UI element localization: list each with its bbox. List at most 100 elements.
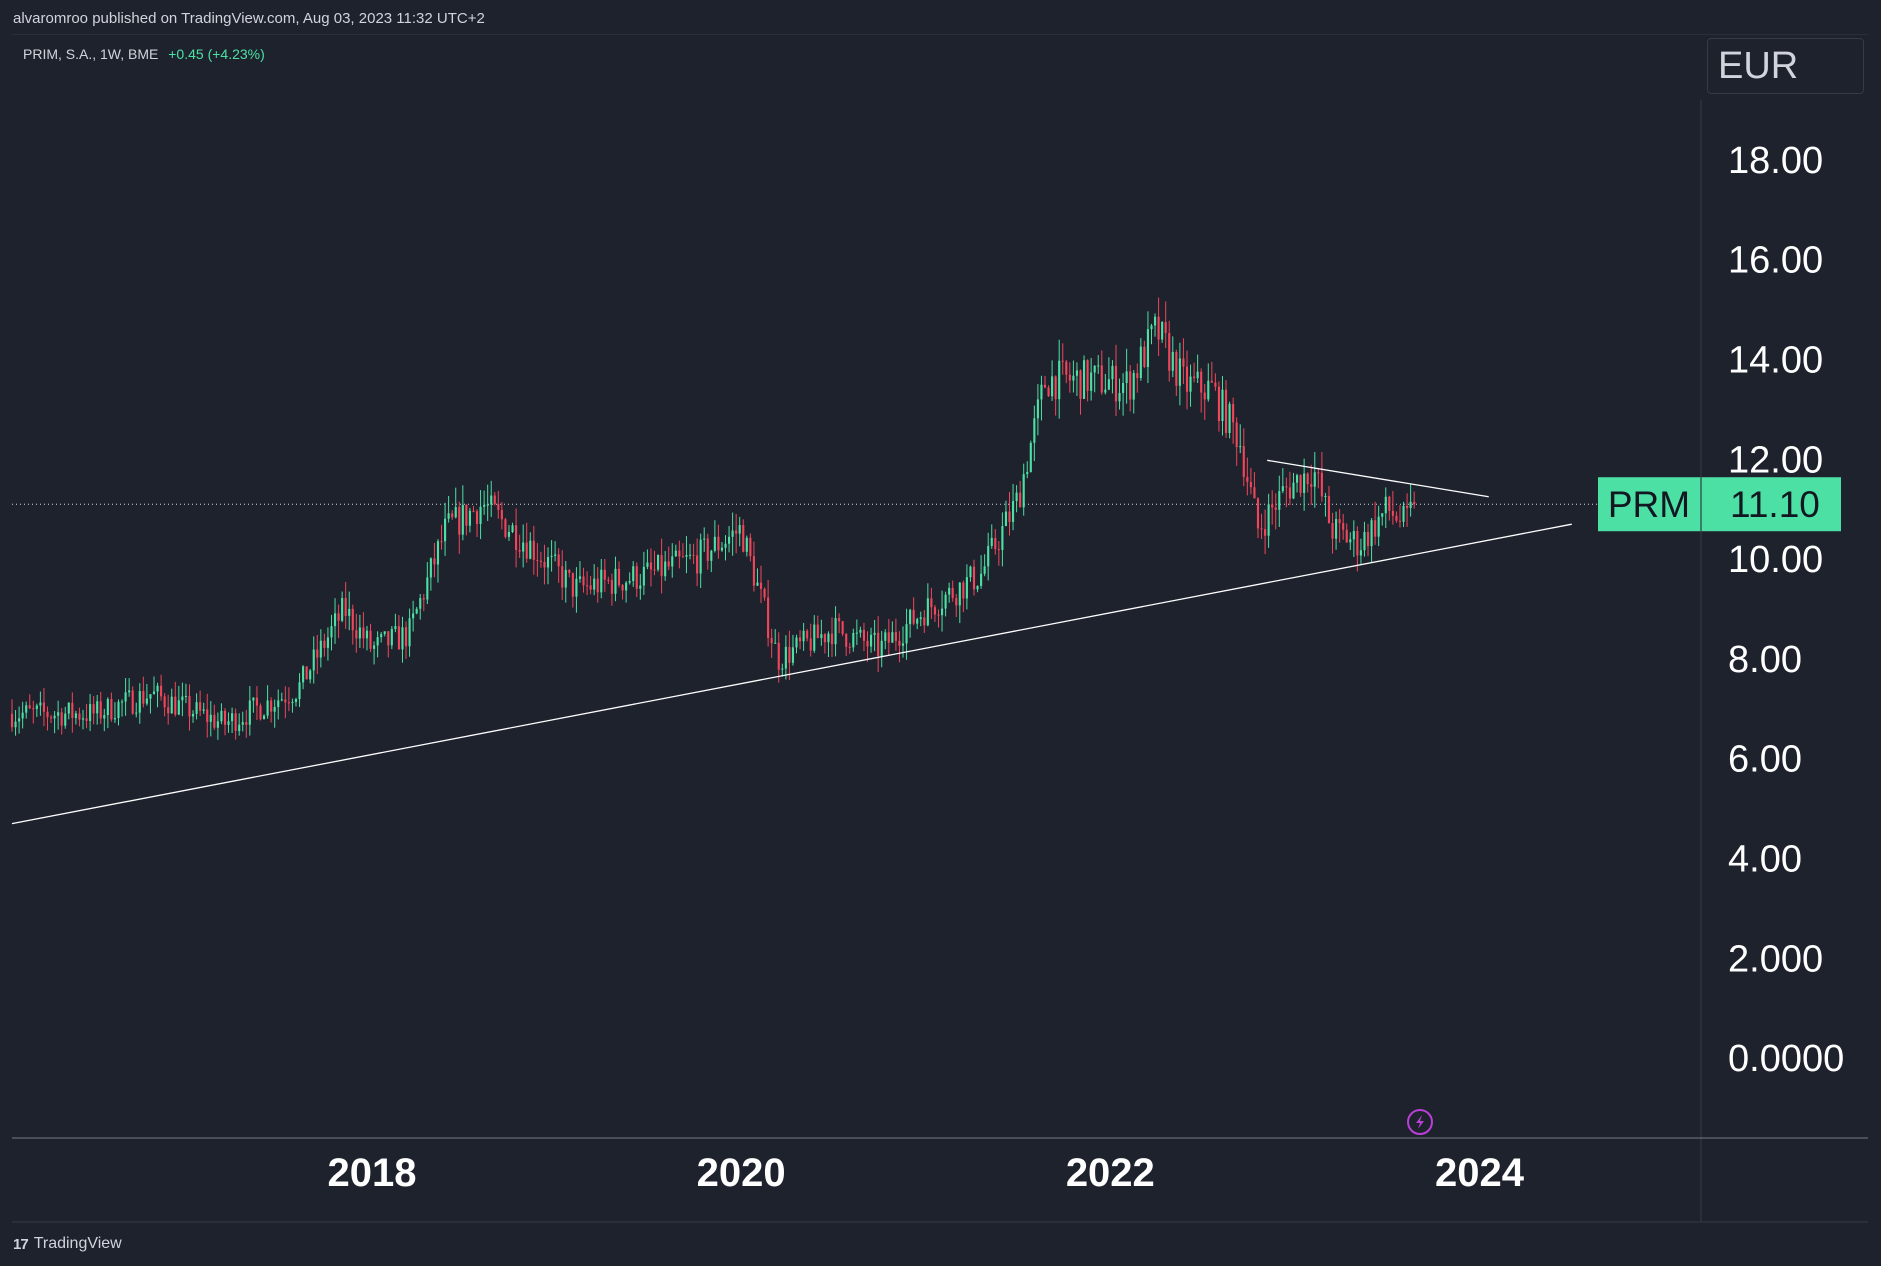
publisher-line: alvaromroo published on TradingView.com,… [13, 10, 485, 27]
candle-body [795, 637, 798, 648]
candle-body [1288, 487, 1291, 499]
candle-body [1015, 492, 1018, 502]
x-tick-label: 2020 [697, 1151, 786, 1195]
candle-body [1132, 373, 1135, 400]
candle-body [880, 640, 883, 657]
candle-body [461, 504, 464, 535]
candle-body [1004, 511, 1008, 527]
y-tick-label: 18.00 [1728, 140, 1823, 182]
candle-body [1239, 446, 1242, 448]
candle-body [493, 495, 496, 505]
candle-body [1359, 550, 1362, 556]
candle-body [1079, 370, 1082, 399]
lightning-icon[interactable] [1407, 1109, 1433, 1135]
candle-body [1253, 487, 1256, 499]
candle-body [483, 505, 486, 507]
symbol-info[interactable]: PRIM, S.A., 1W, BME [23, 46, 159, 62]
candle-body [394, 626, 397, 630]
candle-body [862, 629, 866, 641]
candle-body [71, 702, 74, 718]
candle-body [749, 537, 752, 557]
candle-body [525, 542, 528, 559]
candle-body [759, 582, 763, 589]
candle-body [1093, 365, 1096, 373]
candle-body [1413, 501, 1416, 505]
candle-body [625, 582, 628, 591]
candle-body [919, 617, 922, 620]
candle-body [571, 573, 574, 597]
candle-body [337, 613, 340, 621]
candle-body [1246, 476, 1249, 482]
candle-body [649, 562, 653, 570]
candle-body [781, 668, 784, 670]
candle-body [10, 713, 14, 728]
chart-frame [12, 34, 1868, 1223]
y-tick-label: 10.00 [1728, 539, 1823, 581]
candle-body [1011, 501, 1015, 522]
candle-body [767, 597, 770, 638]
candle-body [436, 541, 440, 565]
candle-body [67, 702, 70, 714]
trendline[interactable] [11, 523, 1572, 825]
symbol-legend[interactable]: PRIM, S.A., 1W, BME +0.45 (+4.23%) [23, 46, 265, 62]
candle-body [426, 577, 429, 600]
candle-body [1381, 513, 1384, 517]
candle-body [1129, 371, 1132, 400]
candle-body [657, 555, 660, 570]
candle-body [475, 511, 479, 524]
candle-body [976, 585, 979, 590]
candle-body [845, 633, 848, 647]
candle-body [806, 630, 809, 639]
candle-body [138, 691, 141, 713]
candle-body [113, 718, 117, 720]
candle-body [209, 714, 212, 722]
currency-label: EUR [1718, 45, 1799, 87]
candle-body [305, 666, 308, 680]
tradingview-logo[interactable]: 17 TradingView [13, 1235, 122, 1253]
trendline[interactable] [1267, 459, 1489, 498]
candle-body [1260, 528, 1263, 530]
candle-body [99, 701, 102, 719]
candle-body [323, 640, 326, 648]
candle-body [145, 698, 148, 704]
candle-body [358, 627, 361, 639]
tradingview-logo-icon: 17 [13, 1235, 29, 1253]
candle-body [550, 555, 553, 557]
candle-body [1104, 389, 1107, 393]
candle-body [39, 702, 42, 706]
candle-body [177, 700, 180, 715]
candle-body [823, 634, 826, 643]
candle-body [788, 646, 791, 663]
candle-body [497, 504, 500, 510]
candle-body [92, 704, 95, 714]
last-price-ticker: PRM [1608, 484, 1690, 525]
y-tick-label: 2.000 [1728, 938, 1823, 980]
candle-body [809, 638, 812, 651]
candle-body [184, 695, 188, 697]
candle-body [287, 702, 290, 704]
candle-body [326, 637, 329, 648]
candle-body [1150, 325, 1153, 330]
candle-body [1345, 529, 1348, 543]
y-tick-label: 0.0000 [1728, 1038, 1844, 1080]
candle-body [1118, 392, 1121, 402]
candle-body [21, 712, 24, 719]
brand-name: TradingView [33, 1235, 122, 1252]
candle-body [933, 607, 937, 615]
candle-body [344, 598, 347, 616]
candle-body [972, 566, 976, 590]
candle-body [216, 721, 219, 728]
candle-body [383, 631, 386, 635]
candle-body [710, 550, 713, 561]
candle-body [1271, 504, 1274, 508]
candle-body [1306, 473, 1309, 485]
candle-body [1008, 511, 1011, 522]
candle-body [653, 569, 656, 571]
candle-body [582, 576, 585, 586]
candle-body [838, 618, 841, 622]
candle-body [1210, 380, 1213, 383]
currency-selector[interactable]: EUR [1707, 38, 1864, 94]
candle-body [816, 624, 819, 639]
candle-body [124, 692, 127, 702]
